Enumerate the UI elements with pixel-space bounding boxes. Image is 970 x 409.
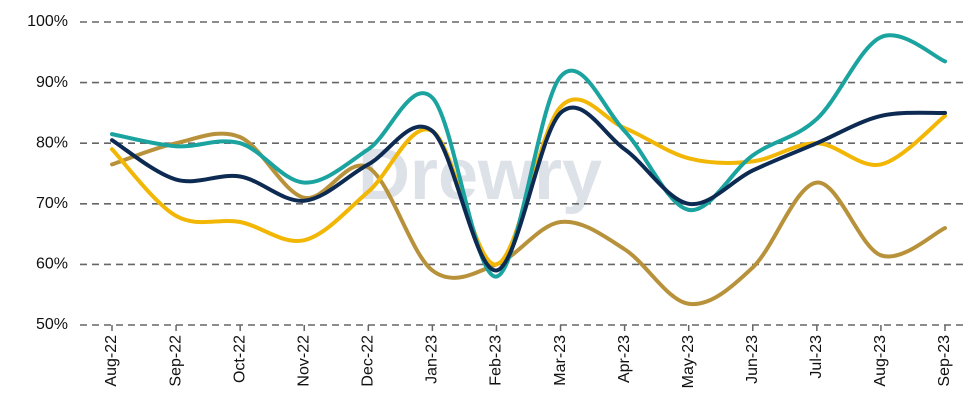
x-tick-label: Oct-22 <box>231 335 248 383</box>
x-tick-label: Aug-23 <box>872 335 889 387</box>
line-series <box>110 33 947 279</box>
y-tick-label: 100% <box>27 13 68 30</box>
x-tick-label: Apr-23 <box>616 335 633 383</box>
x-tick-label: May-23 <box>680 335 697 388</box>
x-tick-label: Aug-22 <box>103 335 120 387</box>
line-series <box>110 105 947 273</box>
x-tick-label: Jul-23 <box>808 335 825 379</box>
x-tick-label: Nov-22 <box>295 335 312 387</box>
x-tick-label: Dec-22 <box>360 335 377 387</box>
y-tick-label: 70% <box>36 195 68 212</box>
y-tick-label: 50% <box>36 316 68 333</box>
x-tick-label: Jan-23 <box>424 335 441 384</box>
x-tick-label: Jun-23 <box>744 335 761 384</box>
y-tick-label: 80% <box>36 134 68 151</box>
watermark: Drewry <box>358 135 602 215</box>
y-tick-label: 90% <box>36 74 68 91</box>
y-tick-label: 60% <box>36 256 68 273</box>
x-tick-label: Feb-23 <box>488 335 505 386</box>
x-tick-label: Sep-23 <box>936 335 953 387</box>
x-tick-label: Sep-22 <box>167 335 184 387</box>
x-tick-label: Mar-23 <box>552 335 569 386</box>
